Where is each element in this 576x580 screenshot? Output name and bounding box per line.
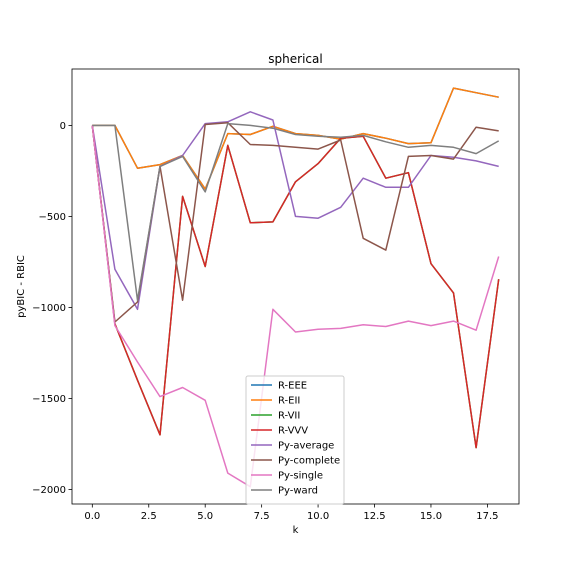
y-tick-label: −500: [39, 212, 66, 223]
legend-box: [245, 375, 345, 505]
legend: R-EEE R-EII R-VII R-VVV Py-average Py-complet…: [245, 375, 345, 505]
legend-label: Py-ward: [278, 486, 318, 497]
x-tick-label: 7.5: [254, 511, 270, 522]
legend-label: Py-average: [278, 441, 334, 452]
y-tick-label: 0: [60, 121, 66, 132]
series-layer: [91, 87, 500, 488]
legend-label: Py-single: [278, 471, 323, 482]
chart-title: spherical: [268, 52, 322, 66]
series-line-py-ward: [92, 122, 500, 301]
x-tick-label: 2.5: [141, 511, 157, 522]
y-tick-label: −1500: [32, 394, 66, 405]
legend-label: R-VVV: [278, 426, 308, 437]
x-axis: 0.0 2.5 5.0 7.5 10.0 12.5 15.0 17.5: [84, 504, 499, 522]
x-tick-label: 10.0: [307, 511, 329, 522]
x-tick-label: 5.0: [197, 511, 213, 522]
legend-label: R-VII: [278, 411, 300, 422]
x-tick-label: 0.0: [84, 511, 100, 522]
y-tick-label: −1000: [32, 303, 66, 314]
x-tick-label: 12.5: [363, 511, 385, 522]
y-tick-label: −2000: [32, 485, 66, 496]
legend-label: R-EII: [278, 396, 300, 407]
x-tick-label: 15.0: [420, 511, 442, 522]
x-tick-label: 17.5: [476, 511, 498, 522]
y-axis: 0 −500 −1000 −1500 −2000: [32, 121, 72, 496]
y-axis-label: pyBIC - RBIC: [16, 255, 27, 318]
series-line-r-eii: [92, 87, 499, 190]
x-axis-label: k: [293, 525, 299, 536]
series-line-py-single: [91, 125, 500, 488]
legend-label: R-EEE: [278, 381, 307, 392]
series-line-r-vvv: [91, 125, 500, 449]
legend-label: Py-complete: [278, 456, 340, 467]
